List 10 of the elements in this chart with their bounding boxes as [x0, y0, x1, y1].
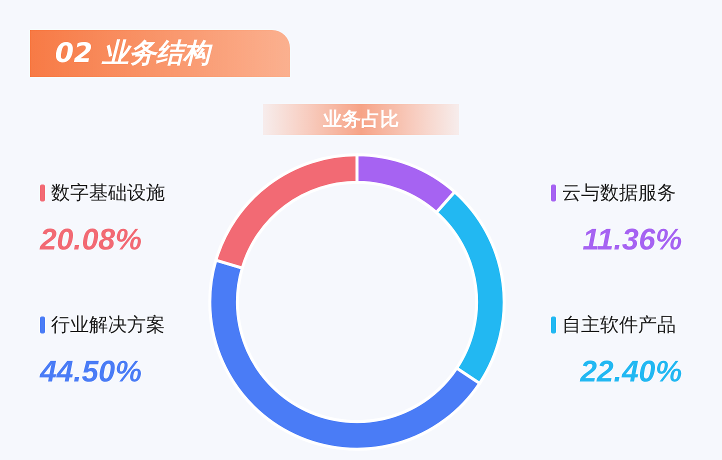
legend-label: 数字基础设施	[51, 182, 165, 204]
chart-subtitle: 业务占比	[322, 108, 399, 130]
chart-title: 02 业务结构	[55, 38, 213, 69]
legend-label: 行业解决方案	[51, 314, 165, 336]
data-label: 44.50%	[39, 356, 142, 388]
data-label: 22.40%	[579, 356, 682, 388]
data-label: 11.36%	[582, 224, 682, 256]
legend-label: 自主软件产品	[562, 314, 676, 336]
legend-label: 云与数据服务	[562, 182, 676, 204]
data-label: 20.08%	[39, 224, 142, 256]
